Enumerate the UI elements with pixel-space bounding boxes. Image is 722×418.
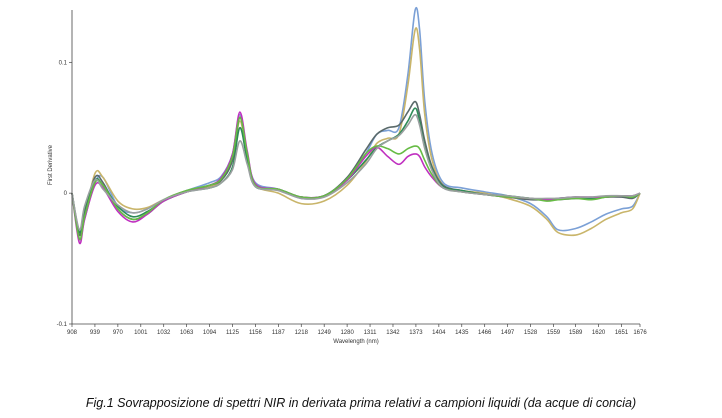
x-tick-label: 1187 <box>272 330 286 336</box>
x-tick-label: 1032 <box>157 330 171 336</box>
spectrum-line-5 <box>71 111 641 245</box>
x-tick-label: 1063 <box>180 330 194 336</box>
x-tick-label: 939 <box>90 330 101 336</box>
spectrum-line-7 <box>71 113 641 231</box>
x-tick-label: 1280 <box>340 330 354 336</box>
x-tick-label: 1589 <box>569 330 583 336</box>
y-tick-label: -0.1 <box>57 322 68 328</box>
x-tick-label: 1676 <box>633 330 647 336</box>
x-tick-label: 1342 <box>386 330 400 336</box>
y-tick-label: 0.1 <box>59 60 68 66</box>
x-tick-label: 1094 <box>203 330 217 336</box>
x-tick-label: 1404 <box>432 330 446 336</box>
x-tick-label: 1311 <box>364 330 378 336</box>
x-axis-title: Wavelength (nm) <box>333 339 378 345</box>
x-tick-label: 1528 <box>524 330 538 336</box>
x-tick-label: 1620 <box>592 330 606 336</box>
x-tick-label: 1651 <box>615 330 629 336</box>
x-tick-label: 908 <box>67 330 78 336</box>
spectra-curves <box>71 6 641 245</box>
x-tick-label: 1435 <box>455 330 469 336</box>
x-tick-label: 1125 <box>226 330 240 336</box>
x-tick-label: 1559 <box>547 330 561 336</box>
spectrum-line-6 <box>71 116 641 241</box>
x-tick-label: 1001 <box>134 330 148 336</box>
x-axis-ticks: 908 939 970 1001 1032 1063 1094 1125 1156 1187 121… <box>67 324 647 336</box>
x-tick-label: 970 <box>113 330 124 336</box>
y-tick-label: 0 <box>64 191 68 197</box>
x-tick-label: 1466 <box>478 330 492 336</box>
x-tick-label: 1497 <box>501 330 515 336</box>
x-tick-label: 1218 <box>295 330 309 336</box>
figure-caption: Fig.1 Sovrapposizione di spettri NIR in … <box>85 396 637 410</box>
y-axis-ticks: -0.1 0 0.1 <box>57 60 72 328</box>
x-tick-label: 1249 <box>318 330 332 336</box>
x-tick-label: 1373 <box>409 330 423 336</box>
x-tick-label: 1156 <box>249 330 263 336</box>
y-axis-title: First Derivative <box>48 144 54 185</box>
